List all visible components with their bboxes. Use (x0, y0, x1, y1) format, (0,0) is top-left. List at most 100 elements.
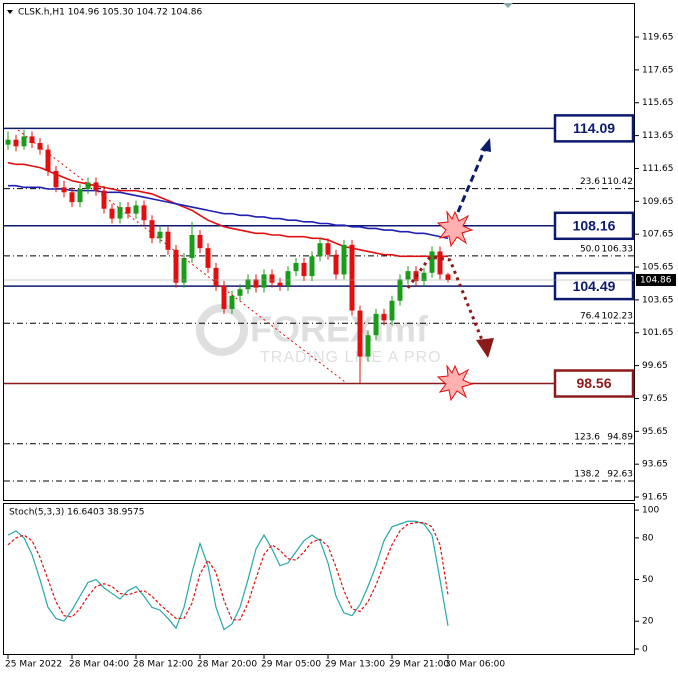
candle-body (13, 139, 19, 147)
moving-average (7, 161, 448, 258)
y-tick-label: 109.65 (642, 197, 674, 207)
last-price-label: 104.86 (640, 276, 672, 286)
candle-body (261, 274, 267, 288)
x-tick-label: 29 Mar 21:00 (389, 660, 449, 670)
candle-body (333, 254, 339, 275)
level-box (553, 369, 635, 398)
level-label: 108.16 (573, 217, 616, 233)
burst (436, 364, 474, 402)
y-tick-label: 111.65 (642, 164, 674, 174)
y-tick-label: 99.65 (642, 361, 668, 371)
candle-body (237, 289, 243, 296)
candle-body (109, 208, 115, 219)
candle-body (53, 170, 59, 188)
chart-title: CLSK.h,H1 104.96 105.30 104.72 104.86 (18, 8, 203, 18)
candle-body (69, 192, 75, 203)
shift-marker (503, 3, 513, 8)
candle-body (309, 256, 315, 277)
bear-arrowhead (476, 338, 494, 358)
candle-body (21, 136, 27, 147)
candle-body (341, 244, 347, 275)
menu-arrow (7, 10, 13, 14)
candle-body (429, 251, 435, 273)
fib-ratio: 23.6 (580, 177, 600, 187)
y-tick-label: 80 (642, 533, 654, 543)
candle-body (269, 274, 275, 283)
candle-body (149, 220, 155, 239)
y-tick-label: 93.65 (642, 460, 668, 470)
candle-body (37, 142, 43, 150)
x-tick-label: 25 Mar 2022 (5, 660, 62, 670)
y-tick-label: 100 (642, 506, 659, 516)
stoch-title: Stoch(5,3,3) 16.6403 38.9575 (9, 508, 144, 518)
candle-body (301, 262, 307, 277)
y-tick-label: 95.65 (642, 427, 668, 437)
candle-body (229, 295, 235, 309)
candle-body (293, 262, 299, 272)
y-tick-label: 50 (642, 575, 654, 585)
candle-body (125, 207, 131, 214)
bull-arrowhead (480, 138, 491, 152)
y-tick-label: 101.65 (642, 328, 674, 338)
candle-body (173, 249, 179, 283)
candle-body (389, 300, 395, 321)
x-tick-label: 28 Mar 04:00 (69, 660, 129, 670)
burst (436, 210, 474, 248)
fib-value: 102.23 (602, 312, 634, 322)
candle-body (197, 234, 203, 249)
candle-body (5, 139, 11, 145)
x-tick-label: 28 Mar 20:00 (197, 660, 257, 670)
x-tick-label: 28 Mar 12:00 (133, 660, 193, 670)
candle-body (165, 231, 171, 250)
candle-body (349, 244, 355, 311)
candle-body (365, 335, 371, 357)
candle-body (421, 272, 427, 281)
stoch-panel (3, 503, 635, 655)
watermark: FOREXimf TRADING LIKE A PRO (196, 304, 442, 366)
trend-line (17, 129, 346, 383)
level-box (553, 211, 635, 241)
x-tick-label: 29 Mar 13:00 (325, 660, 385, 670)
candle-body (29, 136, 35, 143)
fib-value: 106.33 (602, 244, 634, 254)
fib-value: 110.42 (602, 177, 634, 187)
candle-body (189, 234, 195, 258)
y-tick-label: 105.65 (642, 263, 674, 273)
candle-body (101, 190, 107, 209)
candle-body (93, 182, 99, 191)
fib-ratio: 123.6 (574, 432, 600, 442)
fib-value: 92.63 (607, 469, 633, 479)
candle-body (285, 271, 291, 286)
level-label: 114.09 (573, 120, 615, 136)
fib-ratio: 76.4 (580, 312, 600, 322)
y-tick-label: 20 (642, 617, 654, 627)
candle-body (357, 310, 363, 357)
candle-body (317, 243, 323, 257)
watermark-tagline: TRADING LIKE A PRO (260, 349, 442, 366)
last-price-tag (636, 274, 676, 287)
bull-arrow (456, 145, 488, 213)
candle-body (381, 313, 387, 321)
y-tick-label: 107.65 (642, 230, 674, 240)
marks: 119.65 117.65 115.65 113.65 111.65 109.65 107.… (4, 33, 676, 670)
watermark-brand: FOREXimf (250, 309, 429, 350)
candle-body (437, 251, 443, 275)
level-box (553, 114, 635, 143)
candle-body (397, 279, 403, 301)
candle-body (325, 243, 331, 255)
candle-body (373, 313, 379, 336)
level-label: 104.49 (573, 278, 616, 294)
candle-body (45, 149, 51, 171)
candle-body (61, 187, 67, 193)
x-tick-label: 29 Mar 05:00 (261, 660, 321, 670)
y-tick-label: 117.65 (642, 65, 674, 75)
candle-body (205, 248, 211, 268)
stoch-line (7, 520, 449, 631)
candle-body (253, 279, 259, 288)
y-tick-label: 103.65 (642, 295, 674, 305)
candle-body (221, 285, 227, 309)
candle-body (245, 279, 251, 290)
candle-body (213, 267, 219, 286)
